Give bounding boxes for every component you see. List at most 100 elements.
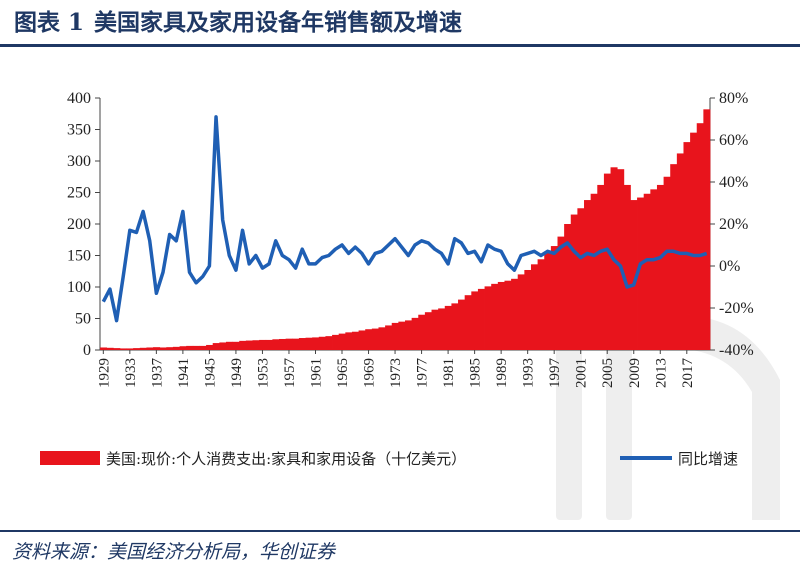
bar-2019: [696, 123, 704, 350]
bar-1949: [232, 341, 240, 350]
left-tick-label: 400: [67, 90, 91, 107]
right-tick-label: -40%: [719, 342, 754, 359]
bar-2003: [590, 193, 598, 350]
right-tick-label: 60%: [719, 132, 748, 149]
bar-2007: [617, 169, 625, 350]
bar-1947: [219, 342, 227, 350]
x-tick-label: 1929: [96, 358, 112, 388]
bar-2018: [690, 132, 698, 350]
right-tick-label: 40%: [719, 174, 748, 191]
bar-1934: [133, 348, 141, 350]
bar-1951: [245, 340, 253, 350]
x-tick-label: 2017: [680, 358, 696, 389]
left-tick-label: 100: [67, 279, 91, 296]
left-tick-label: 150: [67, 248, 91, 265]
x-tick-label: 2009: [627, 358, 643, 388]
right-tick-label: 80%: [719, 90, 748, 107]
growth-line: [101, 115, 708, 323]
bar-1982: [451, 303, 459, 350]
bar-1976: [411, 317, 419, 350]
bar-1973: [391, 322, 399, 350]
bar-1984: [464, 295, 472, 350]
x-tick-label: 1937: [149, 358, 165, 389]
bar-2005: [603, 173, 611, 350]
bar-1939: [166, 347, 174, 350]
bar-1995: [537, 259, 545, 350]
bar-2013: [656, 184, 664, 350]
bar-2008: [623, 184, 631, 350]
bar-1985: [471, 291, 479, 350]
bar-1935: [139, 347, 147, 350]
left-axis-ticks: 0 50 100 150 200 250 300 350 400: [67, 90, 100, 359]
bar-2020: [703, 109, 711, 350]
bar-1954: [265, 339, 273, 350]
bar-1932: [119, 348, 127, 350]
bar-1959: [298, 338, 306, 350]
bar-1986: [477, 288, 485, 350]
right-tick-label: -20%: [719, 300, 754, 317]
source-note: 资料来源：美国经济分析局，华创证券: [12, 541, 336, 563]
bar-1999: [564, 224, 572, 350]
bar-2004: [597, 184, 605, 350]
bar-1930: [106, 347, 114, 350]
legend-label-line: 同比增速: [678, 450, 738, 468]
x-tick-label: 1961: [308, 358, 324, 388]
bar-1950: [239, 340, 247, 350]
bar-1966: [345, 332, 353, 350]
sales-growth-chart: 0 50 100 150 200 250 300 350 400 -40% -20% 0% 20% 40…: [40, 90, 780, 520]
bar-1929: [100, 347, 108, 350]
right-tick-label: 20%: [719, 216, 748, 233]
bar-1972: [385, 325, 393, 350]
x-tick-label: 1989: [494, 358, 510, 388]
bar-1978: [424, 312, 432, 350]
bar-1992: [517, 274, 525, 350]
x-tick-label: 1993: [521, 358, 537, 388]
bar-2002: [584, 200, 592, 350]
x-tick-label: 2005: [600, 358, 616, 388]
bar-1989: [497, 281, 505, 350]
x-tick-label: 1941: [176, 358, 192, 388]
bar-1943: [192, 345, 200, 350]
bar-1993: [524, 269, 532, 350]
bar-1979: [431, 309, 439, 350]
bar-series: [100, 109, 711, 350]
x-tick-label: 1957: [282, 358, 298, 389]
bar-1998: [557, 236, 565, 350]
bar-1967: [351, 331, 359, 350]
line-series: [101, 115, 708, 323]
bar-1942: [186, 345, 194, 350]
x-tick-label: 1969: [362, 358, 378, 388]
x-tick-label: 1945: [202, 358, 218, 388]
x-tick-label: 2013: [653, 358, 669, 388]
bar-1963: [325, 336, 333, 350]
figure-label: 图表 1: [14, 9, 85, 36]
bar-1931: [113, 348, 121, 350]
x-tick-label: 1965: [335, 358, 351, 388]
bar-1971: [378, 327, 386, 350]
bar-1974: [398, 321, 406, 350]
legend-swatch-bars: [40, 451, 100, 465]
bar-1991: [511, 278, 519, 350]
bar-1988: [491, 283, 499, 350]
bar-1969: [365, 329, 373, 350]
bar-1961: [312, 337, 320, 350]
bar-2001: [577, 208, 585, 350]
x-axis-ticks: 1929 1933 1937 1941 1945 1949 1953 1957 1961 1965…: [96, 350, 696, 389]
bar-1981: [444, 305, 452, 350]
bar-1968: [358, 330, 366, 350]
x-tick-label: 1973: [388, 358, 404, 388]
bar-1996: [544, 252, 552, 350]
footer-rule: [0, 530, 800, 532]
bar-2000: [570, 214, 578, 350]
left-tick-label: 50: [75, 311, 91, 328]
bar-1997: [550, 246, 558, 350]
legend: 美国:现价:个人消费支出:家具和家用设备（十亿美元） 同比增速: [40, 450, 738, 468]
bar-1941: [179, 346, 187, 350]
bar-1980: [438, 308, 446, 350]
bar-2011: [643, 193, 651, 350]
bar-1958: [292, 338, 300, 350]
bar-1994: [530, 264, 539, 350]
x-tick-label: 1985: [468, 358, 484, 388]
title-underline: [0, 44, 800, 47]
bar-1937: [153, 347, 161, 350]
